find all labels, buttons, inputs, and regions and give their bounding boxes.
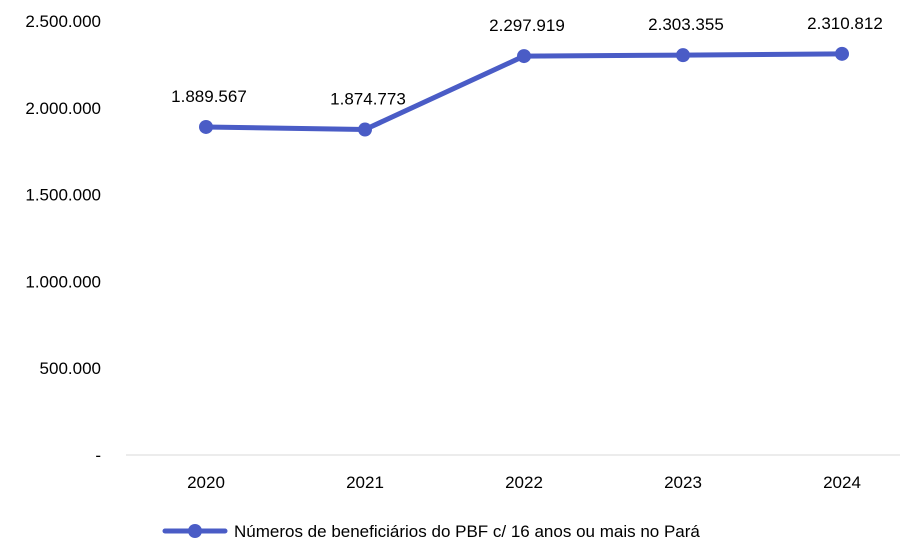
data-label: 1.889.567 — [171, 87, 247, 106]
data-point — [517, 49, 531, 64]
y-tick-label: 500.000 — [40, 359, 101, 378]
x-tick-label: 2024 — [823, 473, 861, 492]
legend-point-marker — [188, 524, 202, 538]
x-tick-label: 2023 — [664, 473, 702, 492]
x-tick-label: 2020 — [187, 473, 225, 492]
x-axis-ticks: 2020 2021 2022 2023 2024 — [187, 473, 861, 492]
x-tick-label: 2021 — [346, 473, 384, 492]
y-tick-label: 1.000.000 — [25, 272, 101, 291]
y-axis-ticks: - 500.000 1.000.000 1.500.000 2.000.000 2.500… — [25, 12, 101, 465]
data-point — [835, 46, 849, 61]
data-point — [358, 122, 372, 137]
y-tick-label: 2.000.000 — [25, 99, 101, 118]
y-tick-label: 2.500.000 — [25, 12, 101, 31]
series-line — [203, 51, 845, 133]
x-tick-label: 2022 — [505, 473, 543, 492]
data-label: 2.310.812 — [807, 14, 883, 33]
data-label: 2.303.355 — [648, 15, 724, 34]
legend-label: Números de beneficiários do PBF c/ 16 an… — [234, 522, 700, 541]
series-layer — [199, 46, 849, 137]
y-tick-label: 1.500.000 — [25, 186, 101, 205]
data-labels: 1.889.567 1.874.773 2.297.919 2.303.355 2.31… — [171, 14, 883, 109]
data-point — [199, 119, 213, 134]
data-label: 2.297.919 — [489, 16, 565, 35]
y-tick-label: - — [95, 446, 101, 465]
data-label: 1.874.773 — [330, 90, 406, 109]
data-point — [676, 48, 690, 63]
legend: Números de beneficiários do PBF c/ 16 an… — [162, 522, 700, 541]
